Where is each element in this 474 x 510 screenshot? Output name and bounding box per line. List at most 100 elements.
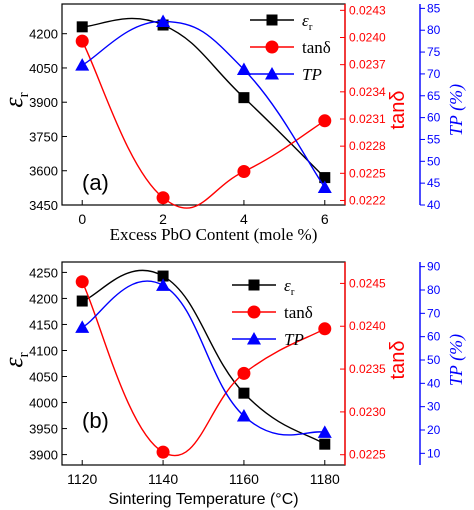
left-tick-label: 3950 [29, 422, 58, 437]
tan-delta-tick-label: 0.0230 [349, 405, 386, 419]
tan-delta-tick-label: 0.0225 [349, 448, 386, 462]
tp-tick-label: 55 [427, 132, 441, 146]
x-tick-label: 4 [240, 211, 248, 227]
left-tick-label: 3750 [29, 129, 58, 144]
series-line-circle [81, 40, 326, 209]
tan-delta-tick-label: 0.0231 [349, 112, 386, 126]
data-point-triangle [317, 425, 332, 438]
data-point-circle [318, 114, 332, 128]
tp-tick-label: 75 [427, 45, 441, 59]
series-line-circle [81, 281, 326, 457]
x-tick-label: 6 [321, 211, 329, 227]
data-point-square [238, 387, 250, 399]
tp-tick-label: 10 [427, 446, 441, 460]
data-point-square [157, 270, 169, 282]
tp-tick-label: 30 [427, 400, 441, 414]
tp-tick-label: 80 [427, 23, 441, 37]
tp-tick-label: 85 [427, 1, 441, 15]
legend-label: tanδ [284, 303, 313, 322]
tan-delta-tick-label: 0.0228 [349, 139, 386, 153]
series-line-triangle [81, 20, 326, 188]
data-point-circle [156, 191, 170, 205]
data-point-square [238, 92, 250, 104]
tp-tick-label: 40 [427, 198, 441, 212]
data-point-triangle [156, 14, 171, 27]
left-axis-label: εr [0, 92, 32, 107]
series-line-square [82, 17, 326, 179]
legend-label: TP [284, 330, 304, 349]
tp-tick-label: 70 [427, 306, 441, 320]
plot-frame [61, 261, 346, 466]
left-tick-label: 4050 [29, 61, 58, 76]
data-point-triangle [75, 320, 90, 333]
left-tick-label: 4000 [29, 396, 58, 411]
data-point-triangle [75, 58, 90, 71]
tan-delta-tick-label: 0.0225 [349, 166, 386, 180]
tan-delta-axis-label: tanδ [387, 91, 409, 130]
left-axis-label: εr [0, 352, 32, 367]
tp-tick-label: 80 [427, 283, 441, 297]
left-tick-label: 4200 [29, 27, 58, 42]
tp-tick-label: 50 [427, 154, 441, 168]
data-point-square [76, 21, 88, 33]
tan-delta-tick-label: 0.0245 [349, 276, 386, 290]
x-tick-label: 1140 [148, 471, 178, 487]
left-tick-label: 4100 [29, 343, 58, 358]
tp-axis-label: TP (%) [446, 84, 467, 136]
data-point-triangle [236, 409, 251, 422]
tp-tick-label: 45 [427, 176, 441, 190]
left-tick-label: 3450 [29, 198, 58, 213]
data-point-triangle [317, 180, 332, 194]
data-point-square [76, 295, 88, 307]
legend-label: εr [284, 276, 295, 298]
tan-delta-tick-label: 0.0240 [349, 319, 386, 333]
data-point-triangle [156, 278, 171, 291]
series-line-triangle [81, 280, 325, 436]
left-tick-label: 4250 [29, 265, 58, 280]
tan-delta-tick-label: 0.0240 [349, 31, 386, 45]
legend-marker-circle [247, 305, 261, 319]
legend-marker-square [266, 14, 278, 26]
panel-label: (b) [82, 408, 109, 433]
left-tick-label: 4200 [29, 291, 58, 306]
panel-b: 1120 1140 1160 1180 Sintering Temperature (°… [0, 260, 467, 508]
panel-label: (a) [82, 170, 109, 195]
series-line-square [81, 269, 326, 445]
tan-delta-tick-label: 0.0235 [349, 362, 386, 376]
tan-delta-tick-label: 0.0234 [349, 85, 386, 99]
data-point-triangle [236, 62, 251, 76]
tp-tick-label: 50 [427, 353, 441, 367]
legend-label: TP [302, 65, 322, 84]
x-axis-label: Excess PbO Content (mole %) [110, 225, 318, 244]
data-point-circle [156, 445, 170, 459]
legend-marker-circle [265, 40, 279, 54]
tp-tick-label: 65 [427, 89, 441, 103]
x-axis-label: Sintering Temperature (°C) [108, 491, 298, 508]
left-tick-label: 4150 [29, 317, 58, 332]
data-point-square [319, 438, 331, 450]
data-point-circle [237, 366, 251, 380]
x-tick-label: 1120 [67, 471, 97, 487]
tp-tick-label: 20 [427, 423, 441, 437]
x-tick-label: 1180 [310, 471, 340, 487]
tan-delta-tick-label: 0.0243 [349, 3, 386, 17]
x-tick-label: 2 [159, 211, 167, 227]
tan-delta-tick-label: 0.0222 [349, 193, 386, 207]
tp-tick-label: 60 [427, 111, 441, 125]
data-point-circle [318, 322, 332, 336]
legend-marker-square [248, 279, 260, 291]
tp-tick-label: 60 [427, 330, 441, 344]
tp-axis-label: TP (%) [446, 334, 467, 386]
legend-label: εr [302, 11, 313, 33]
data-point-circle [237, 165, 251, 178]
data-point-circle [75, 34, 89, 48]
legend-label: tanδ [302, 38, 331, 57]
legend-marker-triangle [265, 67, 279, 80]
tan-delta-tick-label: 0.0237 [349, 58, 386, 72]
data-point-square [319, 172, 331, 184]
data-point-circle [75, 275, 89, 289]
left-tick-label: 3600 [29, 164, 58, 179]
tp-tick-label: 40 [427, 376, 441, 390]
left-tick-label: 3900 [29, 95, 58, 110]
